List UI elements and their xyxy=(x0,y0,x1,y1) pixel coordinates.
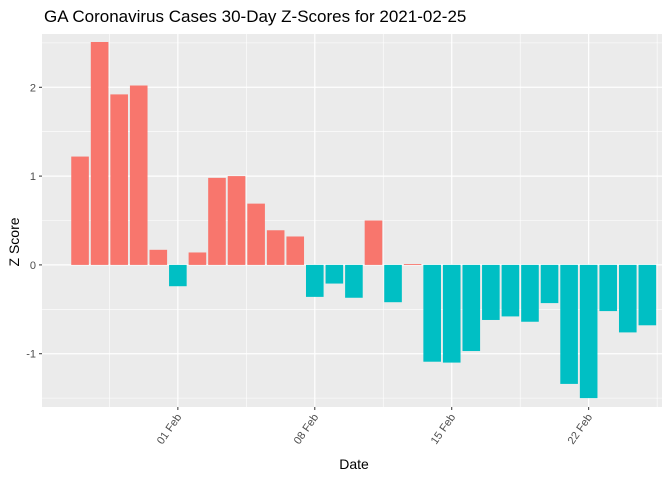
bar xyxy=(423,264,441,362)
bars xyxy=(71,41,657,399)
x-tick-label: 22 Feb xyxy=(566,412,595,447)
bar xyxy=(618,264,637,333)
bar xyxy=(169,264,187,287)
bar xyxy=(325,264,344,284)
bar xyxy=(599,264,618,312)
bar xyxy=(364,220,383,265)
y-tick-label: 0 xyxy=(30,260,36,272)
bar xyxy=(71,156,89,265)
bar xyxy=(638,264,657,326)
x-tick-label: 15 Feb xyxy=(429,412,458,447)
bar xyxy=(384,264,402,303)
bar xyxy=(560,264,578,384)
bar xyxy=(129,85,148,265)
bar xyxy=(442,264,461,363)
bar xyxy=(521,264,539,322)
bar xyxy=(266,230,285,265)
bar xyxy=(345,264,363,298)
bar xyxy=(403,264,422,265)
bar xyxy=(501,264,520,317)
y-axis-title: Z Score xyxy=(6,217,22,266)
x-axis: 01 Feb 08 Feb 15 Feb 22 Feb xyxy=(155,407,595,447)
y-axis: -1 0 1 2 xyxy=(26,82,42,361)
bar xyxy=(208,177,226,265)
x-axis-title: Date xyxy=(339,456,369,472)
bar xyxy=(227,176,246,265)
x-tick-label: 08 Feb xyxy=(292,412,321,447)
bar xyxy=(482,264,500,320)
bar xyxy=(149,249,168,265)
bar xyxy=(286,236,305,265)
bar xyxy=(90,41,109,265)
bar xyxy=(540,264,559,304)
bar xyxy=(110,94,128,265)
chart-title: GA Coronavirus Cases 30-Day Z-Scores for… xyxy=(44,7,466,26)
x-tick-label: 01 Feb xyxy=(155,412,184,447)
bar xyxy=(579,264,598,399)
bar xyxy=(462,264,481,352)
y-tick-label: 1 xyxy=(30,171,36,183)
bar xyxy=(305,264,324,297)
bar xyxy=(247,203,265,265)
y-tick-label: 2 xyxy=(30,82,36,94)
y-tick-label: -1 xyxy=(26,349,36,361)
bar xyxy=(188,252,207,265)
